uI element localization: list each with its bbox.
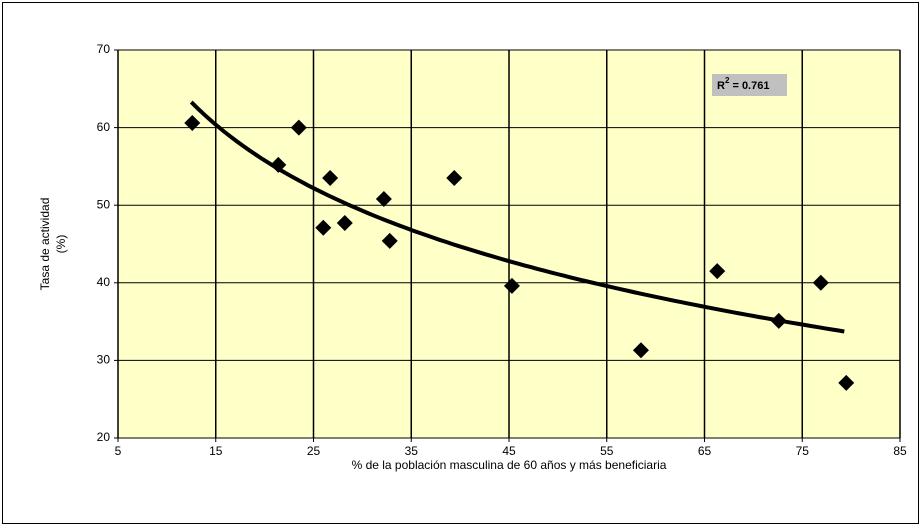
y-axis-label-line: Tasa de actividad [38,198,52,291]
x-axis-label: % de la población masculina de 60 años y… [352,458,667,472]
point [632,342,649,359]
y-tick-label: 40 [97,275,111,289]
x-tick-label: 35 [405,444,419,458]
trendline [189,100,845,334]
point [770,312,787,329]
point [375,190,392,207]
x-tick-label: 5 [115,444,122,458]
x-tick-label: 75 [796,444,810,458]
x-tick-label: 45 [502,444,516,458]
point [270,156,287,173]
point [290,119,307,136]
point [184,114,201,131]
point [381,232,398,249]
y-tick-label: 60 [97,120,111,134]
y-tick-label: 70 [97,42,111,56]
x-tick-label: 25 [307,444,321,458]
annotation-part: = 0.761 [729,80,769,92]
point [336,215,353,232]
point [315,219,332,236]
y-tick-label: 20 [97,430,111,444]
x-tick-label: 15 [209,444,223,458]
annotation-part: 2 [725,76,730,85]
point [838,374,855,391]
point [812,274,829,291]
point [503,277,520,294]
y-tick-label: 50 [97,197,111,211]
annotation-part: R [717,80,725,92]
point [709,263,726,280]
y-axis-label-line: (%) [54,235,68,254]
annotation: R2 = 0.761 [717,76,769,92]
annotation-box [712,74,787,96]
x-tick-label: 85 [893,444,907,458]
y-axis-label: Tasa de actividad (%) [38,198,68,291]
point [446,170,463,187]
x-tick-label: 65 [698,444,712,458]
x-tick-label: 55 [600,444,614,458]
y-tick-label: 30 [97,353,111,367]
point [322,170,339,187]
